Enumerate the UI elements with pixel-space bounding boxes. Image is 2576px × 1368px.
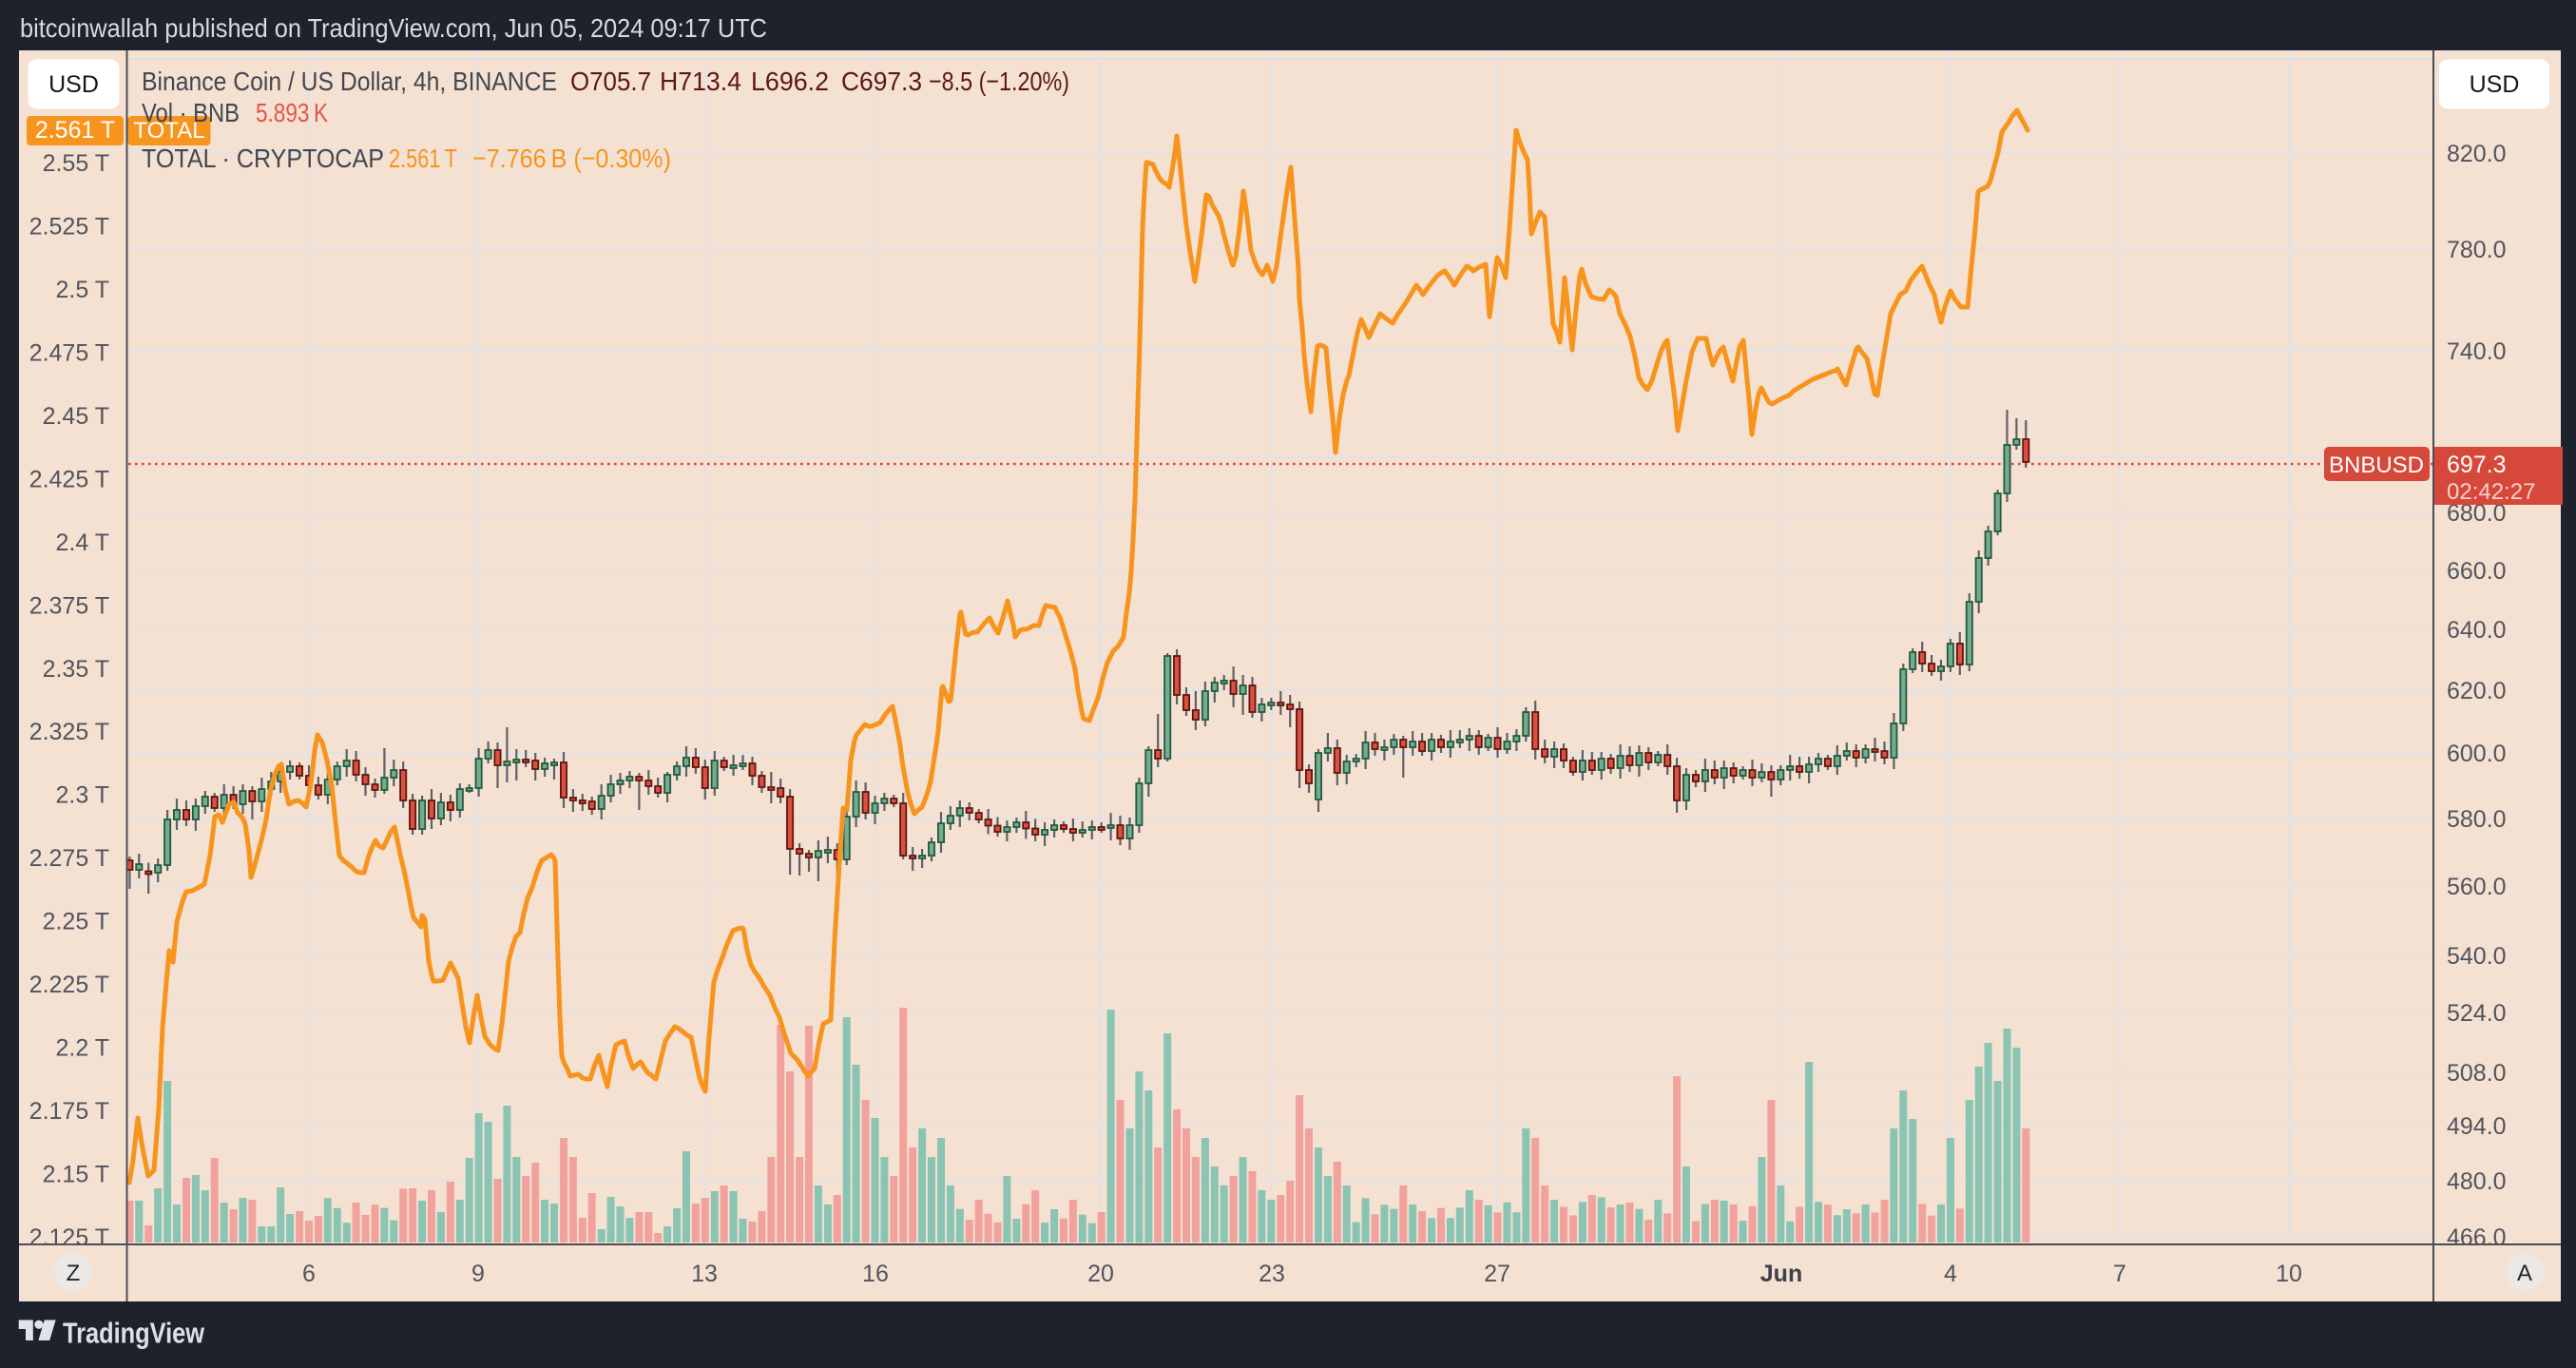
svg-text:780.0: 780.0 xyxy=(2447,237,2507,263)
svg-text:−7.766 B (−0.30%): −7.766 B (−0.30%) xyxy=(472,144,671,173)
svg-text:697.3: 697.3 xyxy=(2447,452,2507,478)
svg-text:Binance Coin / US Dollar, 4h,: Binance Coin / US Dollar, 4h, BINANCE xyxy=(142,67,557,96)
svg-text:TradingView: TradingView xyxy=(63,1317,205,1350)
svg-text:494.0: 494.0 xyxy=(2447,1113,2507,1140)
svg-text:2.125 T: 2.125 T xyxy=(29,1224,109,1251)
svg-text:2.375 T: 2.375 T xyxy=(29,592,109,619)
svg-text:USD: USD xyxy=(48,71,99,98)
svg-text:466.0: 466.0 xyxy=(2447,1224,2507,1251)
svg-text:Vol · BNB: Vol · BNB xyxy=(142,98,240,127)
svg-text:Jun: Jun xyxy=(1760,1261,1802,1287)
svg-text:−8.5 (−1.20%): −8.5 (−1.20%) xyxy=(929,67,1069,96)
svg-text:L696.2: L696.2 xyxy=(751,67,829,96)
svg-text:13: 13 xyxy=(691,1261,718,1287)
svg-text:27: 27 xyxy=(1484,1261,1510,1287)
svg-text:580.0: 580.0 xyxy=(2447,806,2507,833)
svg-text:2.561 T: 2.561 T xyxy=(35,117,115,144)
svg-text:560.0: 560.0 xyxy=(2447,874,2507,900)
svg-text:O705.7: O705.7 xyxy=(570,67,651,96)
svg-text:2.35 T: 2.35 T xyxy=(43,656,109,683)
svg-text:2.45 T: 2.45 T xyxy=(43,403,109,430)
svg-text:480.0: 480.0 xyxy=(2447,1168,2507,1195)
svg-text:2.25 T: 2.25 T xyxy=(43,909,109,935)
svg-text:BNBUSD: BNBUSD xyxy=(2329,453,2424,478)
svg-text:2.175 T: 2.175 T xyxy=(29,1098,109,1125)
svg-text:10: 10 xyxy=(2276,1261,2302,1287)
svg-text:2.475 T: 2.475 T xyxy=(29,339,109,366)
svg-text:2.325 T: 2.325 T xyxy=(29,719,109,745)
svg-text:USD: USD xyxy=(2470,71,2520,98)
svg-text:660.0: 660.0 xyxy=(2447,558,2507,585)
svg-text:4: 4 xyxy=(1944,1261,1957,1287)
svg-text:5.893 K: 5.893 K xyxy=(256,98,328,127)
svg-text:508.0: 508.0 xyxy=(2447,1060,2507,1087)
svg-text:C697.3: C697.3 xyxy=(841,67,922,96)
svg-text:524.0: 524.0 xyxy=(2447,1000,2507,1027)
svg-text:TOTAL: TOTAL xyxy=(133,118,204,144)
svg-text:2.5 T: 2.5 T xyxy=(55,277,109,303)
svg-text:23: 23 xyxy=(1259,1261,1285,1287)
svg-text:820.0: 820.0 xyxy=(2447,141,2507,167)
svg-text:bitcoinwallah published on Tra: bitcoinwallah published on TradingView.c… xyxy=(20,13,767,43)
svg-text:Z: Z xyxy=(67,1261,81,1286)
svg-text:2.3 T: 2.3 T xyxy=(55,782,109,809)
svg-text:640.0: 640.0 xyxy=(2447,617,2507,644)
svg-text:7: 7 xyxy=(2113,1261,2126,1287)
svg-text:2.15 T: 2.15 T xyxy=(43,1162,109,1188)
svg-text:A: A xyxy=(2517,1261,2532,1286)
svg-text:16: 16 xyxy=(862,1261,889,1287)
svg-text:740.0: 740.0 xyxy=(2447,338,2507,365)
svg-text:20: 20 xyxy=(1087,1261,1114,1287)
svg-text:2.275 T: 2.275 T xyxy=(29,845,109,872)
svg-text:6: 6 xyxy=(302,1261,316,1287)
svg-text:620.0: 620.0 xyxy=(2447,678,2507,704)
svg-text:2.425 T: 2.425 T xyxy=(29,466,109,492)
svg-text:TOTAL · CRYPTOCAP: TOTAL · CRYPTOCAP xyxy=(142,144,384,173)
svg-text:540.0: 540.0 xyxy=(2447,943,2507,970)
svg-text:600.0: 600.0 xyxy=(2447,741,2507,767)
svg-text:2.225 T: 2.225 T xyxy=(29,972,109,998)
svg-text:H713.4: H713.4 xyxy=(660,67,741,96)
svg-text:2.55 T: 2.55 T xyxy=(43,150,109,177)
svg-text:2.4 T: 2.4 T xyxy=(55,530,109,556)
svg-text:9: 9 xyxy=(471,1261,485,1287)
svg-text:2.561 T: 2.561 T xyxy=(389,144,457,173)
svg-text:2.2 T: 2.2 T xyxy=(55,1035,109,1062)
svg-text:2.525 T: 2.525 T xyxy=(29,214,109,241)
svg-text:02:42:27: 02:42:27 xyxy=(2447,479,2535,505)
